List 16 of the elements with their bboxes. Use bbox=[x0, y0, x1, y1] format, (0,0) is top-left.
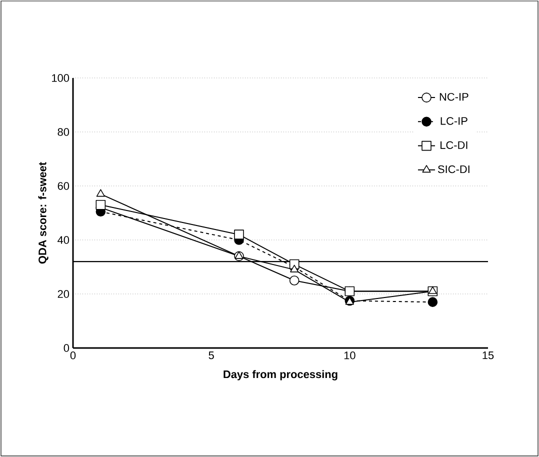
y-axis-title: QDA score: f-sweet bbox=[38, 162, 48, 264]
x-tick-label: 10 bbox=[344, 352, 356, 360]
y-tick-label: 80 bbox=[58, 128, 70, 136]
y-tick-label: 100 bbox=[52, 74, 70, 82]
y-tick-label: 60 bbox=[58, 182, 70, 190]
legend-label: NC-IP bbox=[440, 92, 468, 101]
legend-label: SIC-DI bbox=[438, 165, 470, 174]
x-axis-title: Days from processing bbox=[224, 370, 338, 380]
x-tick-label: 0 bbox=[70, 352, 76, 360]
y-tick-label: 20 bbox=[58, 290, 70, 298]
y-tick-label: 0 bbox=[64, 344, 70, 352]
x-tick-label: 5 bbox=[208, 352, 214, 360]
x-tick-label: 15 bbox=[482, 352, 494, 360]
y-tick-label: 40 bbox=[58, 236, 70, 244]
legend-label: LC-DI bbox=[440, 141, 468, 149]
legend-label: LC-IP bbox=[440, 117, 468, 125]
